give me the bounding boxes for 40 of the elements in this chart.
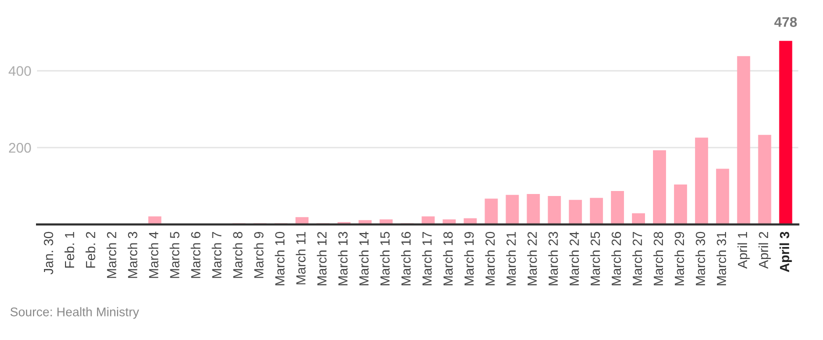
x-tick-label: March 13	[338, 232, 348, 286]
x-tick-label: March 20	[485, 232, 495, 286]
x-tick-label: March 26	[611, 232, 621, 286]
x-tick-label: March 29	[674, 232, 684, 286]
x-tick-label: March 31	[716, 232, 726, 286]
x-tick-label: March 25	[590, 232, 600, 286]
x-tick-label: March 6	[190, 232, 200, 278]
x-tick-label: Feb. 1	[64, 232, 74, 268]
data-label: 478	[774, 17, 797, 27]
x-tick-label: March 12	[316, 232, 327, 286]
x-tick-label: March 8	[232, 232, 242, 278]
x-tick-label: March 23	[548, 232, 558, 286]
x-tick-label: March 28	[653, 232, 664, 286]
x-tick-label: April 2	[758, 232, 771, 269]
x-tick-label: March 21	[506, 232, 516, 286]
x-tick-label: April 1	[737, 232, 750, 269]
x-tick-label: March 16	[401, 232, 411, 286]
x-tick-label: March 27	[632, 232, 642, 286]
source-note: Source: Health Ministry	[10, 307, 140, 319]
x-tick-label: March 15	[380, 232, 390, 286]
x-tick-label: March 10	[274, 232, 285, 286]
x-tick-label: March 17	[422, 232, 432, 286]
x-tick-label: March 9	[254, 232, 264, 278]
x-tick-label: March 24	[569, 232, 579, 286]
x-tick-label: March 22	[527, 232, 537, 286]
x-tick-label: Feb. 2	[86, 232, 96, 268]
y-tick-label: 400	[8, 66, 31, 76]
x-tick-label: March 30	[695, 232, 706, 286]
x-tick-label: March 11	[296, 232, 306, 284]
x-tick-label: March 19	[464, 232, 474, 286]
x-tick-label: March 14	[358, 232, 369, 286]
x-tick-label: March 5	[170, 232, 180, 278]
x-tick-label: Jan. 30	[44, 232, 54, 274]
x-tick-label: March 3	[128, 232, 138, 278]
x-tick-label: March 2	[106, 232, 116, 278]
x-tick-label: March 7	[212, 232, 222, 278]
x-tick-label: March 4	[148, 232, 158, 278]
x-tick-label: March 18	[443, 232, 453, 286]
y-tick-label: 200	[9, 142, 31, 153]
x-tick-label: April 3	[780, 232, 792, 272]
